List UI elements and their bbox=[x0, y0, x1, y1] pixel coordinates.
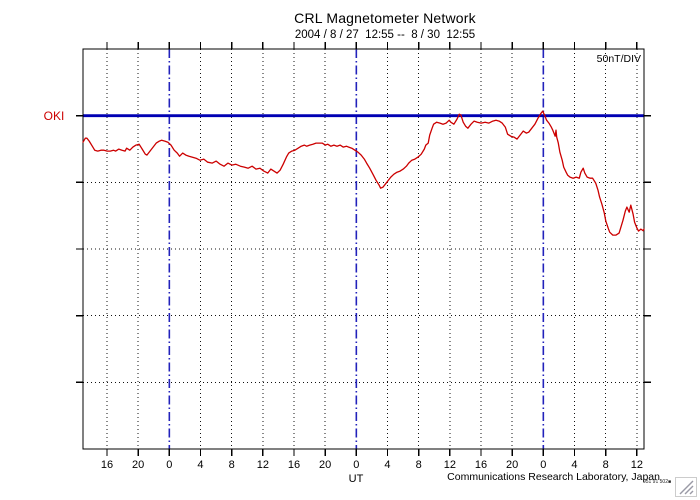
credit-text: Communications Research Laboratory, Japa… bbox=[447, 471, 660, 483]
x-tick-label: 0 bbox=[166, 459, 172, 471]
resize-grip-lines bbox=[679, 480, 694, 495]
x-tick-label: 4 bbox=[571, 459, 577, 471]
x-tick-label: 16 bbox=[101, 459, 113, 471]
data-trace bbox=[82, 110, 645, 236]
x-tick-label: 16 bbox=[475, 459, 487, 471]
x-axis-unit-label: UT bbox=[348, 473, 364, 485]
x-tick-label: 8 bbox=[603, 459, 609, 471]
x-tick-label: 12 bbox=[257, 459, 269, 471]
x-tick-label: 0 bbox=[353, 459, 359, 471]
chart-subtitle: 2004 / 8 / 27 12:55 -- 8 / 30 12:55 bbox=[294, 29, 476, 41]
station-label: OKI bbox=[43, 109, 65, 123]
chart-title: CRL Magnetometer Network bbox=[294, 10, 476, 26]
plot-border bbox=[82, 48, 645, 450]
x-tick-label: 8 bbox=[229, 459, 235, 471]
x-tick-label: 20 bbox=[506, 459, 518, 471]
fine-print: 951 91 502■ bbox=[642, 479, 671, 485]
x-tick-label: 4 bbox=[384, 459, 390, 471]
x-tick-label: 8 bbox=[416, 459, 422, 471]
x-tick-label: 12 bbox=[444, 459, 456, 471]
x-tick-label: 16 bbox=[288, 459, 300, 471]
scale-per-division-label: 50nT/DIV bbox=[596, 53, 641, 65]
x-tick-label: 4 bbox=[197, 459, 203, 471]
x-tick-label: 20 bbox=[132, 459, 144, 471]
x-tick-label: 12 bbox=[631, 459, 643, 471]
x-tick-label: 0 bbox=[540, 459, 546, 471]
x-tick-label: 20 bbox=[319, 459, 331, 471]
resize-grip-icon[interactable] bbox=[675, 477, 697, 497]
